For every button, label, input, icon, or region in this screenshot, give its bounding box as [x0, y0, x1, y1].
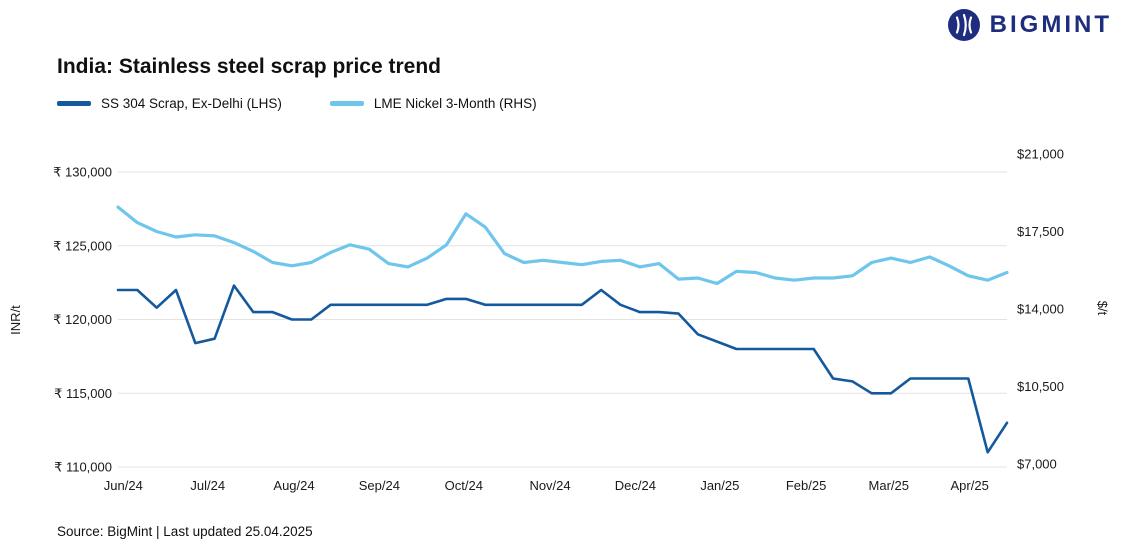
bigmint-logo-icon [947, 9, 980, 41]
brand-logo: BIGMINT [947, 8, 1112, 42]
x-axis-tick-label: Sep/24 [359, 478, 400, 493]
legend-label: LME Nickel 3-Month (RHS) [373, 96, 537, 111]
x-axis-tick-label: Dec/24 [615, 478, 656, 493]
x-axis-tick-label: Aug/24 [273, 478, 314, 493]
left-axis-tick-label: ₹ 120,000 [53, 312, 112, 327]
x-axis-tick-label: Nov/24 [529, 478, 570, 493]
legend-item-ss304: SS 304 Scrap, Ex-Delhi (LHS) [57, 96, 282, 111]
x-axis-tick-label: Feb/25 [786, 478, 826, 493]
page-title: India: Stainless steel scrap price trend [57, 55, 441, 78]
source-note: Source: BigMint | Last updated 25.04.202… [57, 524, 313, 539]
right-axis-tick-label: $7,000 [1017, 457, 1057, 472]
right-axis-title: $/t [1095, 301, 1110, 316]
bigmint-logo-text: BIGMINT [989, 11, 1112, 38]
right-axis-tick-label: $17,500 [1017, 224, 1064, 239]
x-axis-tick-label: Mar/25 [869, 478, 909, 493]
series-line-lme-nickel [116, 205, 1009, 286]
x-axis-tick-label: Jan/25 [700, 478, 739, 493]
x-axis-tick-label: Oct/24 [445, 478, 483, 493]
x-axis-tick-label: Apr/25 [951, 478, 989, 493]
left-axis-tick-label: ₹ 125,000 [53, 238, 112, 253]
series-line-ss304-scrap [116, 284, 1009, 454]
left-axis-tick-label: ₹ 130,000 [53, 165, 112, 180]
x-axis-tick-label: Jun/24 [104, 478, 143, 493]
left-axis-tick-label: ₹ 110,000 [54, 460, 112, 475]
right-axis-tick-label: $10,500 [1017, 379, 1064, 394]
left-axis-title: INR/t [8, 305, 23, 335]
legend-label: SS 304 Scrap, Ex-Delhi (LHS) [101, 96, 282, 111]
right-axis-tick-label: $21,000 [1017, 147, 1064, 162]
left-axis-tick-label: ₹ 115,000 [54, 386, 112, 401]
legend: SS 304 Scrap, Ex-Delhi (LHS) LME Nickel … [57, 96, 537, 111]
legend-swatch [57, 101, 91, 106]
x-axis-tick-label: Jul/24 [190, 478, 225, 493]
right-axis-tick-label: $14,000 [1017, 302, 1064, 317]
legend-swatch [329, 101, 364, 106]
legend-item-lme-nickel: LME Nickel 3-Month (RHS) [329, 96, 537, 111]
